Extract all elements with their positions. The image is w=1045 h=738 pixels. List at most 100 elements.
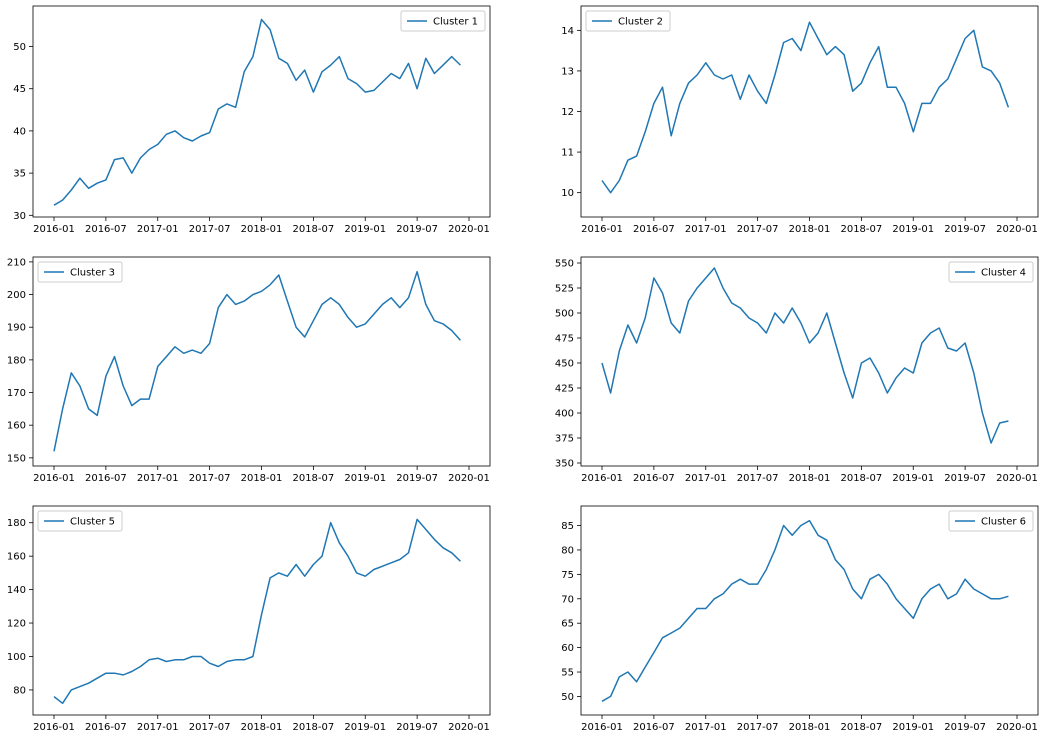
y-tick-label: 11 bbox=[561, 148, 574, 159]
axes-frame bbox=[32, 5, 491, 218]
x-tick-label: 2016-01 bbox=[581, 473, 623, 484]
y-tick-label: 160 bbox=[7, 421, 26, 432]
x-tick-label: 2016-07 bbox=[85, 722, 127, 733]
legend-box bbox=[948, 510, 1034, 532]
legend-label: Cluster 1 bbox=[433, 17, 478, 28]
x-tick-label: 2016-01 bbox=[581, 224, 623, 235]
x-tick-label: 2018-01 bbox=[789, 224, 831, 235]
x-tick-label: 2018-01 bbox=[241, 224, 283, 235]
x-tick-label: 2018-07 bbox=[840, 722, 882, 733]
x-tick-label: 2017-07 bbox=[189, 722, 231, 733]
legend-label: Cluster 2 bbox=[618, 17, 663, 28]
y-tick-label: 160 bbox=[7, 552, 26, 563]
legend-box bbox=[37, 261, 123, 283]
y-tick-label: 12 bbox=[561, 107, 574, 118]
legend-label: Cluster 5 bbox=[70, 517, 115, 528]
x-tick-label: 2016-07 bbox=[633, 224, 675, 235]
y-tick-label: 10 bbox=[561, 188, 574, 199]
x-tick-label: 2019-07 bbox=[944, 722, 986, 733]
y-tick-label: 375 bbox=[555, 434, 574, 445]
x-tick-label: 2018-07 bbox=[292, 722, 334, 733]
y-tick-label: 170 bbox=[7, 388, 26, 399]
x-tick-label: 2019-07 bbox=[396, 473, 438, 484]
y-tick-label: 350 bbox=[555, 459, 574, 470]
legend: Cluster 1 bbox=[400, 10, 486, 32]
legend-box bbox=[400, 10, 486, 32]
series-line-cluster-4 bbox=[601, 267, 1009, 444]
x-tick-label: 2019-01 bbox=[344, 722, 386, 733]
y-tick-label: 65 bbox=[561, 619, 574, 630]
series-line-cluster-5 bbox=[53, 518, 461, 705]
y-tick-label: 180 bbox=[7, 355, 26, 366]
axes-frame bbox=[580, 5, 1039, 218]
x-tick-label: 2019-07 bbox=[944, 473, 986, 484]
x-tick-label: 2019-07 bbox=[396, 224, 438, 235]
y-tick-label: 140 bbox=[7, 585, 26, 596]
y-tick-label: 500 bbox=[555, 309, 574, 320]
x-tick-label: 2017-07 bbox=[737, 224, 779, 235]
x-tick-label: 2016-01 bbox=[33, 224, 75, 235]
axes-frame bbox=[580, 256, 1039, 467]
y-tick-label: 550 bbox=[555, 259, 574, 270]
x-tick-label: 2018-07 bbox=[840, 473, 882, 484]
y-tick-label: 425 bbox=[555, 384, 574, 395]
x-tick-label: 2017-01 bbox=[685, 473, 727, 484]
y-tick-label: 50 bbox=[561, 692, 574, 703]
y-tick-label: 150 bbox=[7, 453, 26, 464]
x-tick-label: 2017-01 bbox=[685, 224, 727, 235]
y-tick-label: 60 bbox=[561, 643, 574, 654]
x-tick-label: 2019-01 bbox=[892, 224, 934, 235]
x-tick-label: 2016-01 bbox=[581, 722, 623, 733]
legend-box bbox=[948, 261, 1034, 283]
x-tick-label: 2020-01 bbox=[448, 224, 490, 235]
x-tick-label: 2017-01 bbox=[137, 722, 179, 733]
x-tick-label: 2020-01 bbox=[448, 473, 490, 484]
x-tick-label: 2016-01 bbox=[33, 473, 75, 484]
x-tick-label: 2017-07 bbox=[189, 473, 231, 484]
x-tick-label: 2017-07 bbox=[737, 473, 779, 484]
y-tick-label: 450 bbox=[555, 359, 574, 370]
x-tick-label: 2019-07 bbox=[396, 722, 438, 733]
legend: Cluster 2 bbox=[585, 10, 671, 32]
x-tick-label: 2016-07 bbox=[633, 722, 675, 733]
legend-label: Cluster 3 bbox=[70, 268, 115, 279]
y-tick-label: 13 bbox=[561, 66, 574, 77]
y-tick-label: 80 bbox=[13, 685, 26, 696]
x-tick-label: 2018-07 bbox=[292, 473, 334, 484]
y-tick-label: 120 bbox=[7, 619, 26, 630]
y-tick-label: 475 bbox=[555, 334, 574, 345]
y-tick-label: 45 bbox=[13, 84, 26, 95]
x-tick-label: 2020-01 bbox=[996, 224, 1038, 235]
x-tick-label: 2019-01 bbox=[892, 473, 934, 484]
x-tick-label: 2017-07 bbox=[737, 722, 779, 733]
legend: Cluster 4 bbox=[948, 261, 1034, 283]
chart-panel-1: 2016-01 2016-07 2017-01 2017-07 2018-01 2018-… bbox=[13, 5, 491, 235]
y-tick-label: 210 bbox=[7, 257, 26, 268]
y-tick-label: 14 bbox=[561, 26, 574, 37]
y-tick-label: 35 bbox=[13, 169, 26, 180]
chart-panel-4: 2016-01 2016-07 2017-01 2017-07 2018-01 2018-… bbox=[555, 256, 1039, 484]
x-tick-label: 2016-07 bbox=[85, 224, 127, 235]
y-tick-label: 70 bbox=[561, 594, 574, 605]
legend-box bbox=[37, 510, 123, 532]
x-tick-label: 2018-07 bbox=[292, 224, 334, 235]
x-tick-label: 2017-07 bbox=[189, 224, 231, 235]
y-tick-label: 75 bbox=[561, 570, 574, 581]
x-tick-label: 2017-01 bbox=[137, 224, 179, 235]
x-tick-label: 2016-07 bbox=[633, 473, 675, 484]
y-tick-label: 200 bbox=[7, 290, 26, 301]
x-tick-label: 2018-01 bbox=[789, 722, 831, 733]
y-tick-label: 40 bbox=[13, 126, 26, 137]
y-tick-label: 85 bbox=[561, 521, 574, 532]
x-tick-label: 2017-01 bbox=[137, 473, 179, 484]
series-line-cluster-3 bbox=[53, 270, 461, 452]
y-tick-label: 30 bbox=[13, 211, 26, 222]
x-tick-label: 2019-07 bbox=[944, 224, 986, 235]
y-tick-label: 180 bbox=[7, 518, 26, 529]
x-tick-label: 2017-01 bbox=[685, 722, 727, 733]
axes-frame bbox=[32, 505, 491, 716]
x-tick-label: 2019-01 bbox=[344, 224, 386, 235]
series-line-cluster-6 bbox=[601, 519, 1009, 702]
x-tick-label: 2018-07 bbox=[840, 224, 882, 235]
